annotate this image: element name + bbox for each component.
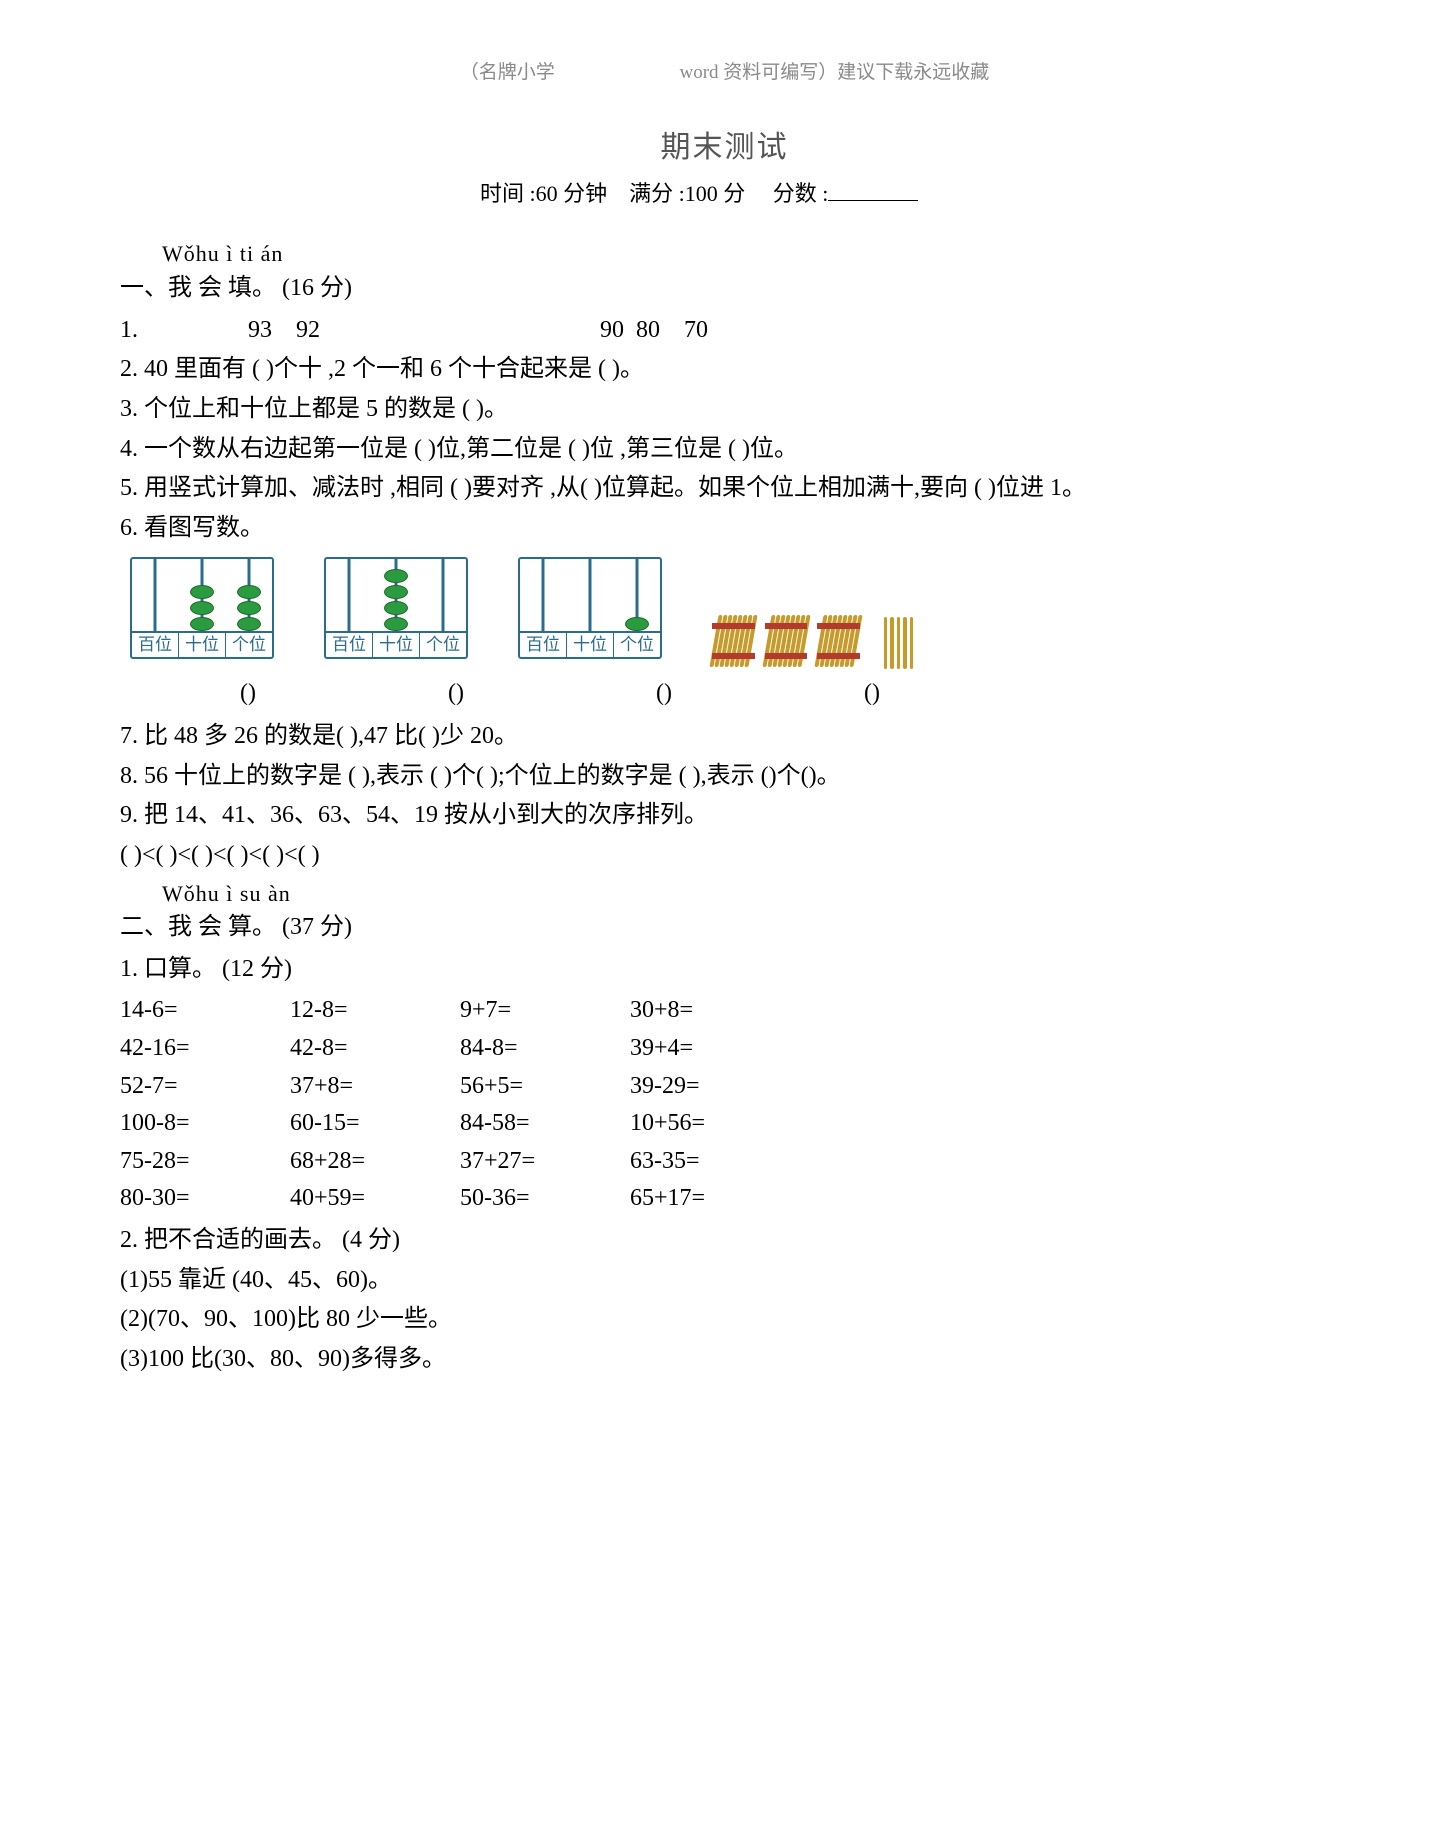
calc-cell: 9+7=: [460, 992, 630, 1030]
calc-cell: 68+28=: [290, 1143, 460, 1181]
abacus-1: 百位十位个位: [130, 557, 274, 668]
time-label: 时间 :60 分钟: [480, 181, 607, 206]
calc-cell: 14-6=: [120, 992, 290, 1030]
calc-cell: 52-7=: [120, 1068, 290, 1106]
page-header: （名牌小学 word 资料可编写）建议下载永远收藏: [120, 60, 1329, 87]
q8: 8. 56 十位上的数字是 ( ),表示 ( )个( );个位上的数字是 ( )…: [120, 760, 1329, 794]
q7: 7. 比 48 多 26 的数是( ),47 比( )少 20。: [120, 720, 1329, 754]
answer-parens: () () () (): [240, 677, 1329, 711]
q1-seq-a: 93 92: [248, 314, 320, 348]
header-right-text: word 资料可编写）建议下载永远收藏: [679, 60, 989, 87]
calc-cell: 42-16=: [120, 1030, 290, 1068]
calc-cell: 39+4=: [630, 1030, 800, 1068]
calc-cell: 39-29=: [630, 1068, 800, 1106]
calc-cell: 30+8=: [630, 992, 800, 1030]
calc-cell: 12-8=: [290, 992, 460, 1030]
mental-calc-table: 14-6=12-8=9+7=30+8= 42-16=42-8=84-8=39+4=…: [120, 992, 800, 1218]
q3: 3. 个位上和十位上都是 5 的数是 ( )。: [120, 393, 1329, 427]
calc-cell: 80-30=: [120, 1180, 290, 1218]
section2-pinyin: Wǒhu ì su àn: [162, 879, 1329, 910]
bundle-1: [712, 613, 755, 669]
score-blank: [828, 200, 918, 201]
bundle-2: [765, 613, 808, 669]
section2-head: 二、我 会 算。 (37 分): [120, 911, 1329, 945]
paren-4: (): [864, 677, 1072, 711]
q6: 6. 看图写数。: [120, 512, 1329, 546]
q1-label: 1.: [120, 314, 138, 348]
score-label: 分数 :: [773, 181, 829, 206]
calc-cell: 37+8=: [290, 1068, 460, 1106]
q5: 5. 用竖式计算加、减法时 ,相同 ( )要对齐 ,从( )位算起。如果个位上相…: [120, 472, 1329, 506]
paren-1: (): [240, 677, 448, 711]
sec2-sub2-1: (1)55 靠近 (40、45、60)。: [120, 1264, 1329, 1298]
sec2-sub1: 1. 口算。 (12 分): [120, 953, 1329, 987]
sec2-sub2: 2. 把不合适的画去。 (4 分): [120, 1224, 1329, 1258]
section1-head: 一、我 会 填。 (16 分): [120, 272, 1329, 306]
document-page: （名牌小学 word 资料可编写）建议下载永远收藏 期末测试 时间 :60 分钟…: [0, 0, 1449, 1829]
q1: 1. 93 92 90 80 70: [120, 314, 1329, 348]
sticks-group: [712, 613, 913, 669]
abacus-3: 百位十位个位: [518, 557, 662, 668]
page-title: 期末测试: [120, 127, 1329, 169]
fullscore-label: 满分 :100 分: [629, 181, 745, 206]
paren-3: (): [656, 677, 864, 711]
calc-cell: 40+59=: [290, 1180, 460, 1218]
calc-cell: 10+56=: [630, 1105, 800, 1143]
q9-answer: ( )<( )<( )<( )<( )<( ): [120, 839, 1329, 873]
paren-2: (): [448, 677, 656, 711]
calc-cell: 42-8=: [290, 1030, 460, 1068]
sec2-sub2-3: (3)100 比(30、80、90)多得多。: [120, 1343, 1329, 1377]
calc-cell: 65+17=: [630, 1180, 800, 1218]
q2: 2. 40 里面有 ( )个十 ,2 个一和 6 个十合起来是 ( )。: [120, 353, 1329, 387]
q1-seq-b: 90 80 70: [600, 314, 708, 348]
calc-cell: 63-35=: [630, 1143, 800, 1181]
sticks-figure: [712, 613, 913, 669]
q9: 9. 把 14、41、36、63、54、19 按从小到大的次序排列。: [120, 799, 1329, 833]
calc-cell: 37+27=: [460, 1143, 630, 1181]
loose-sticks: [884, 617, 914, 669]
exam-meta: 时间 :60 分钟 满分 :100 分 分数 :: [480, 179, 1329, 210]
calc-cell: 56+5=: [460, 1068, 630, 1106]
calc-cell: 60-15=: [290, 1105, 460, 1143]
calc-cell: 75-28=: [120, 1143, 290, 1181]
calc-cell: 100-8=: [120, 1105, 290, 1143]
calc-cell: 84-58=: [460, 1105, 630, 1143]
q4: 4. 一个数从右边起第一位是 ( )位,第二位是 ( )位 ,第三位是 ( )位…: [120, 433, 1329, 467]
header-left-text: （名牌小学: [460, 60, 555, 87]
abacus-2: 百位十位个位: [324, 557, 468, 668]
sec2-sub2-2: (2)(70、90、100)比 80 少一些。: [120, 1303, 1329, 1337]
abacus-row: 百位十位个位 百位十位个位 百位十位个位: [130, 557, 1329, 668]
bundle-3: [817, 613, 860, 669]
section1-pinyin: Wǒhu ì ti án: [162, 239, 1329, 270]
calc-cell: 50-36=: [460, 1180, 630, 1218]
calc-cell: 84-8=: [460, 1030, 630, 1068]
